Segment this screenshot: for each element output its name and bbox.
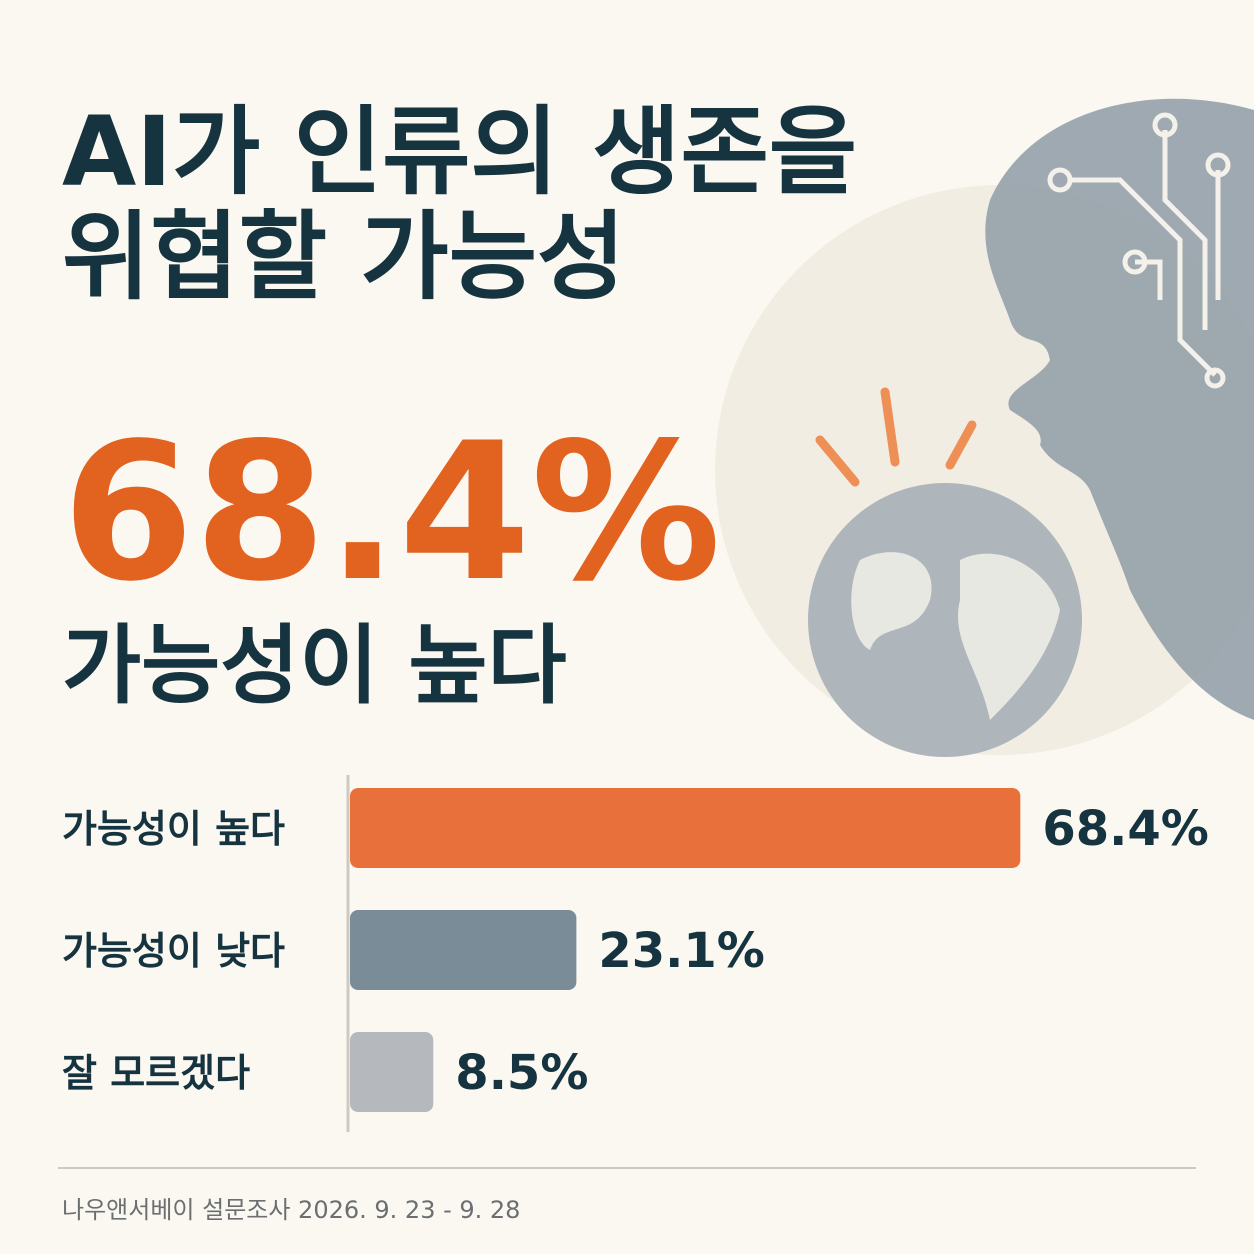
title-line: 위협할 가능성	[62, 201, 625, 313]
headline: 68.4%	[62, 402, 721, 623]
circuit	[1047, 112, 1231, 389]
bar	[350, 910, 577, 990]
continents	[851, 552, 1060, 720]
category-label: 잘 모르겠다	[62, 1051, 250, 1095]
category-label: 가능성이 낮다	[62, 929, 285, 973]
bar	[350, 788, 1021, 868]
bar	[350, 1032, 434, 1112]
category-label: 가능성이 높다	[62, 807, 285, 851]
value-label: 23.1%	[598, 923, 765, 979]
source: 나우앤서베이 설문조사 2026. 9. 23 - 9. 28	[62, 1196, 520, 1224]
illustration	[715, 98, 1254, 757]
title-line: AI가 인류의 생존을	[62, 96, 857, 208]
head-silhouette	[985, 98, 1254, 720]
value-label: 8.5%	[455, 1045, 588, 1101]
value-label: 68.4%	[1042, 801, 1209, 857]
burst	[815, 387, 977, 487]
subtitle: 가능성이 높다	[62, 616, 567, 716]
